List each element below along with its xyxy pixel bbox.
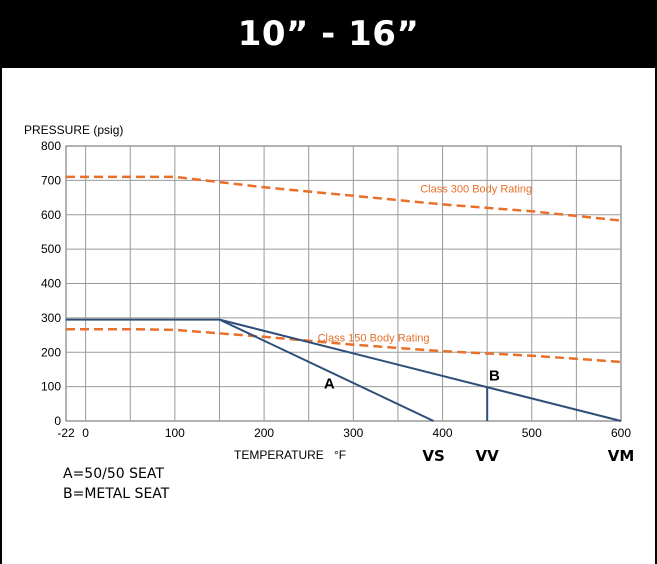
seat-legend-notes: A=50/50 SEAT B=METAL SEAT bbox=[63, 464, 169, 504]
y-tick-label: 400 bbox=[41, 277, 61, 291]
note-a: A=50/50 SEAT bbox=[63, 466, 164, 482]
seat-marker-vv: VV bbox=[476, 447, 500, 465]
annotation-class-300-body-rating: Class 300 Body Rating bbox=[420, 183, 532, 195]
x-tick-label: 0 bbox=[82, 426, 89, 440]
annotation-b: B bbox=[489, 367, 500, 384]
y-tick-label: 0 bbox=[54, 414, 61, 428]
x-tick-label: 500 bbox=[522, 426, 542, 440]
y-tick-label: 600 bbox=[41, 208, 61, 222]
x-tick-label: -22 bbox=[57, 426, 75, 440]
annotation-a: A bbox=[324, 375, 335, 392]
annotation-class-150-body-rating: Class 150 Body Rating bbox=[318, 332, 430, 344]
y-tick-label: 800 bbox=[41, 139, 61, 153]
series-line-class-150-body-rating bbox=[66, 327, 622, 364]
x-axis-unit: °F bbox=[334, 448, 346, 462]
x-tick-label: 100 bbox=[165, 426, 185, 440]
y-tick-label: 200 bbox=[41, 345, 61, 359]
note-b: B=METAL SEAT bbox=[63, 486, 170, 502]
x-tick-label: 600 bbox=[611, 426, 631, 440]
x-tick-label: 200 bbox=[254, 426, 274, 440]
y-tick-label: 700 bbox=[41, 173, 61, 187]
series-line-class-300-body-rating bbox=[66, 175, 622, 222]
y-tick-label: 100 bbox=[41, 380, 61, 394]
seat-marker-vm: VM bbox=[608, 447, 635, 465]
page-title: 10” - 16” bbox=[0, 0, 657, 68]
y-tick-label: 300 bbox=[41, 311, 61, 325]
x-axis-label: TEMPERATURE bbox=[234, 448, 324, 462]
y-tick-label: 500 bbox=[41, 242, 61, 256]
y-axis-label: PRESSURE (psig) bbox=[24, 123, 123, 137]
seat-marker-vs: VS bbox=[422, 447, 444, 465]
x-tick-label: 400 bbox=[433, 426, 453, 440]
x-tick-label: 300 bbox=[343, 426, 363, 440]
series-line-b bbox=[219, 318, 622, 422]
